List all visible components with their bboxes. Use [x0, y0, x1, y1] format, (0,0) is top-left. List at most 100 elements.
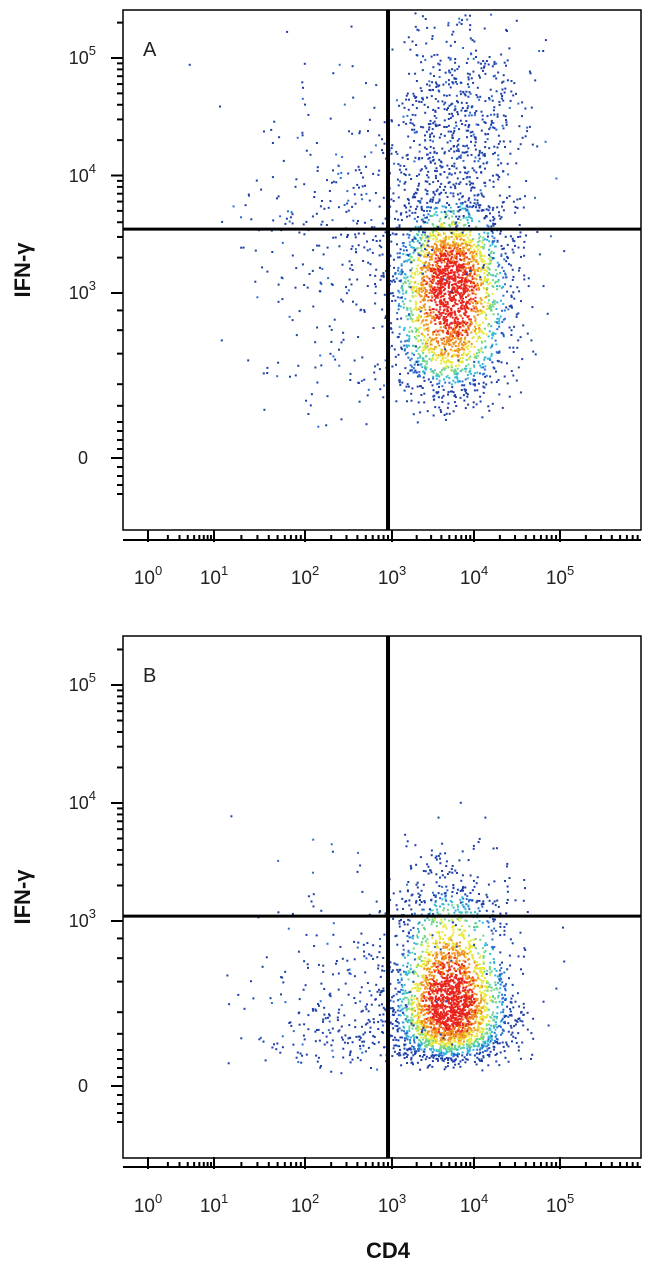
event-dot: [433, 352, 436, 355]
event-dots: [188, 12, 566, 428]
event-dot: [486, 1048, 489, 1051]
event-dot: [506, 257, 509, 260]
event-dot: [479, 76, 481, 79]
event-dot: [477, 284, 479, 287]
event-dot: [422, 334, 424, 336]
event-dot: [483, 356, 486, 359]
event-dot: [401, 285, 403, 287]
event-dot: [457, 143, 460, 146]
event-dot: [438, 333, 441, 336]
event-dot: [475, 301, 478, 304]
event-dot: [442, 285, 445, 288]
event-dot: [486, 295, 489, 297]
event-dot: [415, 900, 418, 903]
event-dot: [488, 97, 491, 99]
event-dot: [332, 355, 335, 358]
event-dot: [397, 269, 399, 272]
event-dot: [433, 970, 436, 973]
event-dot: [488, 306, 491, 309]
event-dot: [459, 1043, 462, 1045]
event-dot: [405, 94, 408, 97]
event-dot: [277, 283, 280, 286]
event-dot: [454, 263, 457, 266]
event-dot: [447, 402, 450, 405]
event-dot: [496, 115, 499, 118]
event-dot: [436, 124, 439, 127]
event-dot: [465, 998, 468, 1001]
event-dot: [422, 346, 425, 349]
event-dot: [506, 290, 509, 293]
event-dot: [438, 290, 441, 293]
event-dot: [425, 328, 428, 330]
event-dot: [477, 310, 480, 313]
event-dot: [467, 294, 470, 297]
event-dot: [481, 261, 484, 264]
event-dot: [394, 299, 397, 302]
event-dot: [429, 912, 431, 915]
event-dot: [466, 204, 469, 207]
event-dot: [391, 280, 394, 283]
event-dot: [435, 983, 438, 986]
event-dot: [456, 244, 459, 246]
event-dot: [466, 107, 469, 109]
event-dot: [418, 990, 420, 993]
event-dot: [447, 937, 450, 940]
event-dot: [455, 149, 458, 152]
event-dot: [467, 83, 469, 86]
event-dot: [459, 119, 462, 122]
event-dot: [468, 358, 471, 361]
event-dot: [438, 382, 441, 385]
event-dot: [400, 1008, 403, 1011]
event-dot: [492, 332, 495, 335]
event-dot: [345, 210, 348, 213]
event-dot: [459, 254, 462, 257]
event-dot: [452, 240, 455, 243]
event-dot: [419, 201, 422, 204]
event-dot: [408, 338, 411, 340]
event-dot: [501, 309, 503, 312]
event-dot: [471, 292, 474, 295]
event-dot: [391, 969, 394, 972]
event-dot: [481, 1060, 483, 1062]
event-dot: [330, 328, 333, 331]
event-dot: [428, 1057, 431, 1059]
event-dot: [402, 989, 404, 992]
event-dot: [456, 285, 459, 287]
event-dot: [431, 965, 434, 968]
event-dot: [446, 164, 449, 167]
event-dot: [448, 265, 451, 268]
event-dot: [455, 225, 458, 228]
event-dot: [439, 348, 442, 351]
event-dot: [297, 364, 300, 367]
event-dot: [397, 1022, 400, 1025]
event-dot: [424, 236, 427, 239]
event-dot: [493, 961, 496, 963]
event-dot: [506, 885, 509, 888]
event-dot: [493, 113, 496, 116]
event-dot: [406, 276, 409, 279]
event-dot: [468, 197, 471, 200]
event-dot: [434, 271, 437, 274]
event-dot: [302, 223, 305, 226]
event-dot: [445, 320, 448, 323]
event-dot: [420, 1041, 423, 1044]
event-dot: [498, 320, 501, 323]
event-dot: [377, 173, 380, 176]
event-dot: [440, 411, 443, 413]
event-dot: [284, 222, 287, 225]
event-dot: [414, 1036, 417, 1038]
event-dot: [423, 997, 426, 1000]
event-dot: [469, 319, 472, 322]
event-dot: [452, 996, 455, 999]
event-dot: [441, 100, 444, 103]
event-dot: [468, 231, 471, 234]
event-dot: [461, 295, 464, 298]
event-dot: [485, 278, 488, 281]
event-dot: [443, 232, 445, 235]
event-dot: [511, 1040, 513, 1043]
event-dot: [342, 338, 345, 341]
event-dot: [482, 195, 485, 198]
event-dot: [436, 356, 439, 359]
event-dot: [433, 207, 436, 210]
event-dot: [448, 235, 451, 238]
